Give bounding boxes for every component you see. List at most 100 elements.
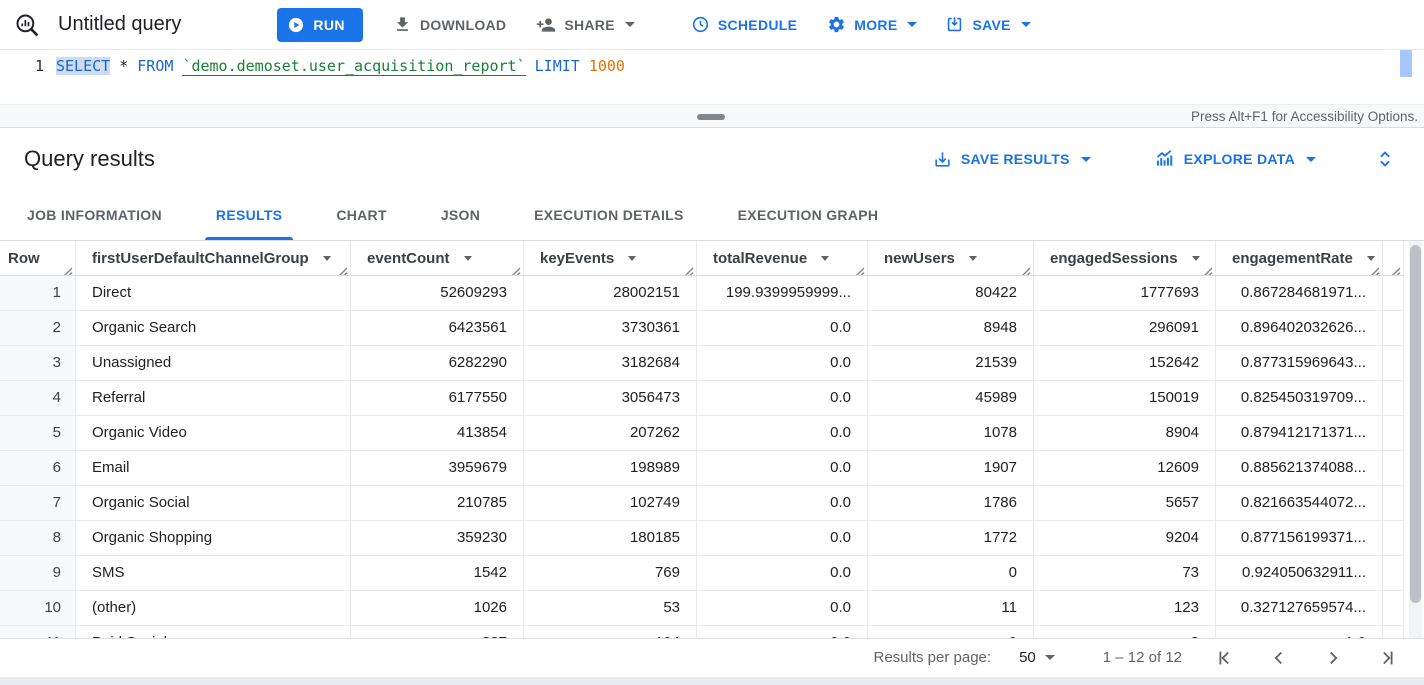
table-cell: 52609293 xyxy=(351,276,524,311)
schedule-button[interactable]: SCHEDULE xyxy=(691,15,797,34)
explore-data-button[interactable]: EXPLORE DATA xyxy=(1149,148,1322,170)
horizontal-scrollbar[interactable] xyxy=(0,677,1424,685)
sort-caret-icon[interactable] xyxy=(628,255,637,261)
column-resize-handle[interactable] xyxy=(338,264,348,275)
table-cell: 0.924050632911... xyxy=(1216,556,1383,591)
previous-page-icon xyxy=(1274,651,1282,664)
table-header-row: Row firstUserDefaultChannelGroup eventCoun… xyxy=(0,241,1404,276)
table-cell xyxy=(1383,381,1404,416)
column-resize-handle[interactable] xyxy=(1203,264,1213,275)
download-button[interactable]: DOWNLOAD xyxy=(393,15,506,34)
table-cell: 102749 xyxy=(524,486,697,521)
sort-caret-icon[interactable] xyxy=(322,255,331,261)
table-cell: 0.896402032626... xyxy=(1216,311,1383,346)
sort-caret-icon[interactable] xyxy=(968,255,977,261)
first-page-button[interactable] xyxy=(1212,645,1238,671)
table-cell: 104 xyxy=(524,626,697,638)
table-cell: Organic Video xyxy=(76,416,351,451)
table-scrollbar[interactable] xyxy=(1409,241,1422,638)
table-cell: Organic Shopping xyxy=(76,521,351,556)
table-cell: 8904 xyxy=(1034,416,1216,451)
results-per-page-select[interactable]: 50 xyxy=(1013,648,1061,667)
table-cell: 0.0 xyxy=(697,591,868,626)
column-header-keyEvents[interactable]: keyEvents xyxy=(524,241,697,276)
table-cell: 0.821663544072... xyxy=(1216,486,1383,521)
tab-job-information[interactable]: JOB INFORMATION xyxy=(27,207,162,223)
table-cell: 1078 xyxy=(868,416,1034,451)
table-cell: 3730361 xyxy=(524,311,697,346)
save-results-button[interactable]: SAVE RESULTS xyxy=(927,149,1097,170)
table-cell: 1777693 xyxy=(1034,276,1216,311)
tab-execution-graph[interactable]: EXECUTION GRAPH xyxy=(737,207,879,223)
save-button[interactable]: SAVE xyxy=(945,15,1031,34)
column-resize-handle[interactable] xyxy=(684,264,694,275)
tab-results[interactable]: RESULTS xyxy=(189,190,309,240)
column-header-firstUserDefaultChannelGroup[interactable]: firstUserDefaultChannelGroup xyxy=(76,241,351,276)
column-resize-handle[interactable] xyxy=(63,264,73,275)
table-cell: 180185 xyxy=(524,521,697,556)
column-label: Row xyxy=(8,249,40,267)
sort-caret-icon[interactable] xyxy=(1366,255,1375,261)
clock-icon xyxy=(692,16,708,33)
column-resize-handle[interactable] xyxy=(1370,264,1380,275)
sort-caret-icon[interactable] xyxy=(463,255,472,261)
table-cell: 1772 xyxy=(868,521,1034,556)
table-scrollbar-thumb[interactable] xyxy=(1410,245,1421,603)
table-cell: 0 xyxy=(868,626,1034,638)
table-cell: Paid Social xyxy=(76,626,351,638)
column-header-totalRevenue[interactable]: totalRevenue xyxy=(697,241,868,276)
column-resize-handle[interactable] xyxy=(1021,264,1031,275)
table-cell xyxy=(1383,416,1404,451)
sql-code-line[interactable]: SELECT * FROM `demo.demoset.user_acquisi… xyxy=(56,57,625,76)
sort-caret-icon[interactable] xyxy=(1191,255,1200,261)
sort-caret-icon[interactable] xyxy=(821,255,830,261)
column-header-overflow xyxy=(1383,241,1404,276)
save-results-icon xyxy=(935,151,950,167)
column-header-engagementRate[interactable]: engagementRate xyxy=(1216,241,1383,276)
table-row: 7 Organic Social 210785 102749 0.0 1786 5657 0.… xyxy=(0,486,1404,521)
table-cell: 3 xyxy=(1034,626,1216,638)
row-number-cell: 4 xyxy=(0,381,76,416)
tab-json[interactable]: JSON xyxy=(440,207,481,223)
run-button[interactable]: RUN xyxy=(277,7,363,42)
table-row: 1 Direct 52609293 28002151 199.9399959999...… xyxy=(0,276,1404,311)
sql-token: LIMIT xyxy=(534,57,580,75)
sql-token xyxy=(526,57,535,75)
gear-icon xyxy=(829,16,845,33)
explore-data-chart-icon xyxy=(1156,149,1173,166)
table-cell: 1542 xyxy=(351,556,524,591)
column-resize-handle[interactable] xyxy=(511,264,521,275)
table-cell: 0.0 xyxy=(697,311,868,346)
save-results-label: SAVE RESULTS xyxy=(960,151,1070,167)
column-label: totalRevenue xyxy=(713,249,808,267)
next-page-button[interactable] xyxy=(1320,645,1346,671)
column-resize-handle[interactable] xyxy=(855,264,865,275)
table-cell: 0.825450319709... xyxy=(1216,381,1383,416)
sql-token: `demo.demoset.user_acquisition_report` xyxy=(182,57,526,76)
table-cell xyxy=(1383,591,1404,626)
more-button[interactable]: MORE xyxy=(827,15,918,34)
table-row: 11Paid Social3371040.0031.0 xyxy=(0,626,1404,638)
tab-execution-details[interactable]: EXECUTION DETAILS xyxy=(534,207,684,223)
table-cell: 3056473 xyxy=(524,381,697,416)
table-cell: 80422 xyxy=(868,276,1034,311)
table-cell: 210785 xyxy=(351,486,524,521)
table-cell: 769 xyxy=(524,556,697,591)
table-row: 5 Organic Video 413854 207262 0.0 1078 8904 0.8… xyxy=(0,416,1404,451)
column-header-eventCount[interactable]: eventCount xyxy=(351,241,524,276)
table-cell: 0.0 xyxy=(697,626,868,638)
share-button[interactable]: SHARE xyxy=(536,15,635,35)
expand-results-button[interactable] xyxy=(1374,148,1396,170)
column-resize-handle[interactable] xyxy=(1391,264,1401,275)
tab-chart[interactable]: CHART xyxy=(336,207,387,223)
last-page-button[interactable] xyxy=(1374,645,1400,671)
editor-scrollbar-thumb[interactable] xyxy=(1400,50,1412,77)
chevron-down-icon xyxy=(1080,156,1091,162)
previous-page-button[interactable] xyxy=(1266,645,1292,671)
splitter-drag-handle[interactable] xyxy=(697,114,725,120)
table-cell: 0.0 xyxy=(697,381,868,416)
table-row: 9 SMS 1542 769 0.0 0 73 0.924050632911... xyxy=(0,556,1404,591)
column-header-newUsers[interactable]: newUsers xyxy=(868,241,1034,276)
column-header-engagedSessions[interactable]: engagedSessions xyxy=(1034,241,1216,276)
sql-editor[interactable]: 1 SELECT * FROM `demo.demoset.user_acqui… xyxy=(0,50,1424,104)
